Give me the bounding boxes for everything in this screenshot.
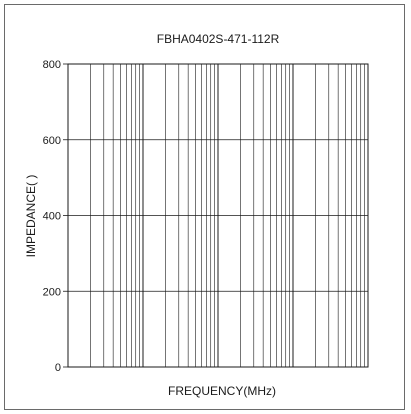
y-tick-label: 800 [43, 59, 61, 71]
y-axis-label: IMPEDANCE( ) [24, 175, 38, 258]
y-tick-label: 0 [55, 362, 61, 374]
y-tick-label: 200 [43, 286, 61, 298]
y-tick-label: 400 [43, 211, 61, 223]
y-axis-ticks: 0 200 400 600 800 [43, 59, 68, 374]
grid-lines [68, 64, 368, 367]
y-tick-label: 600 [43, 135, 61, 147]
chart-title: FBHA0402S-471-112R [157, 32, 280, 46]
x-axis-label: FREQUENCY(MHz) [168, 384, 276, 398]
